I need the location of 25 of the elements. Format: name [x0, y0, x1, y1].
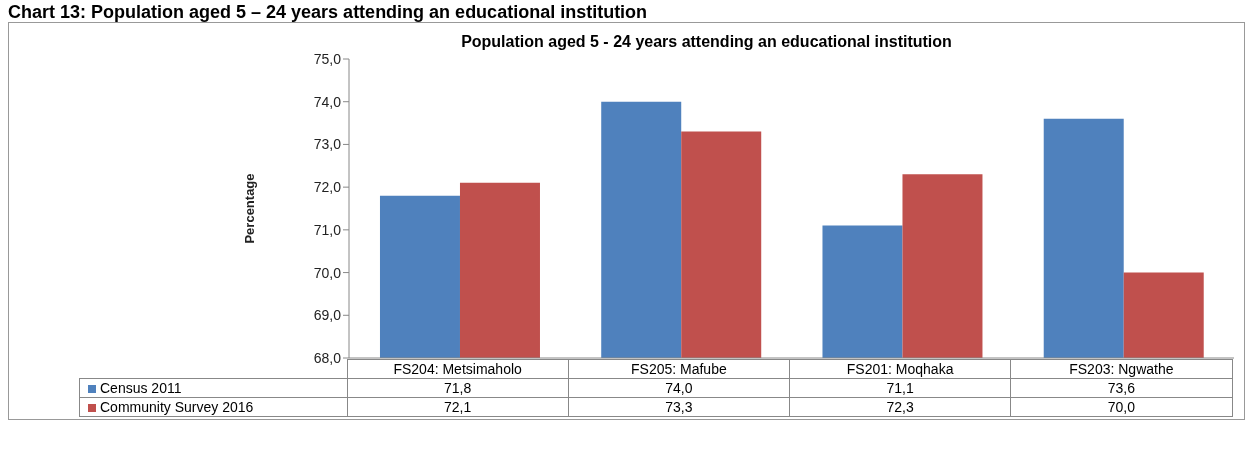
- data-label: 71,1: [789, 378, 1011, 398]
- y-tick-label: 69,0: [313, 307, 342, 324]
- data-label: 74,0: [568, 378, 790, 398]
- data-label: 72,1: [347, 397, 569, 417]
- y-tick-label: 74,0: [313, 93, 342, 110]
- x-tick-label: FS203: Ngwathe: [1010, 359, 1232, 379]
- data-label: 71,8: [347, 378, 569, 398]
- y-tick-label: 73,0: [313, 136, 342, 153]
- y-tick-label: 70,0: [313, 264, 342, 281]
- data-label: 73,6: [1010, 378, 1232, 398]
- chart-title: Chart 13: Population aged 5 – 24 years attending an educational institution: [8, 2, 649, 22]
- y-tick-label: 71,0: [313, 221, 342, 238]
- y-tick-label: 72,0: [313, 179, 342, 196]
- legend-label: Community Survey 2016: [79, 397, 347, 417]
- data-label: 72,3: [789, 397, 1011, 417]
- y-tick-label: 68,0: [313, 349, 342, 366]
- data-label: 73,3: [568, 397, 790, 417]
- x-tick-label: FS204: Metsimaholo: [347, 359, 569, 379]
- x-tick-label: FS205: Mafube: [568, 359, 790, 379]
- y-tick-label: 75,0: [313, 50, 342, 67]
- y-axis-title: Percentage: [241, 173, 257, 244]
- chart-subtitle: Population aged 5 - 24 years attending an educational institution: [460, 33, 953, 51]
- legend-label: Census 2011: [79, 378, 347, 398]
- x-tick-label: FS201: Moqhaka: [789, 359, 1011, 379]
- data-label: 70,0: [1010, 397, 1232, 417]
